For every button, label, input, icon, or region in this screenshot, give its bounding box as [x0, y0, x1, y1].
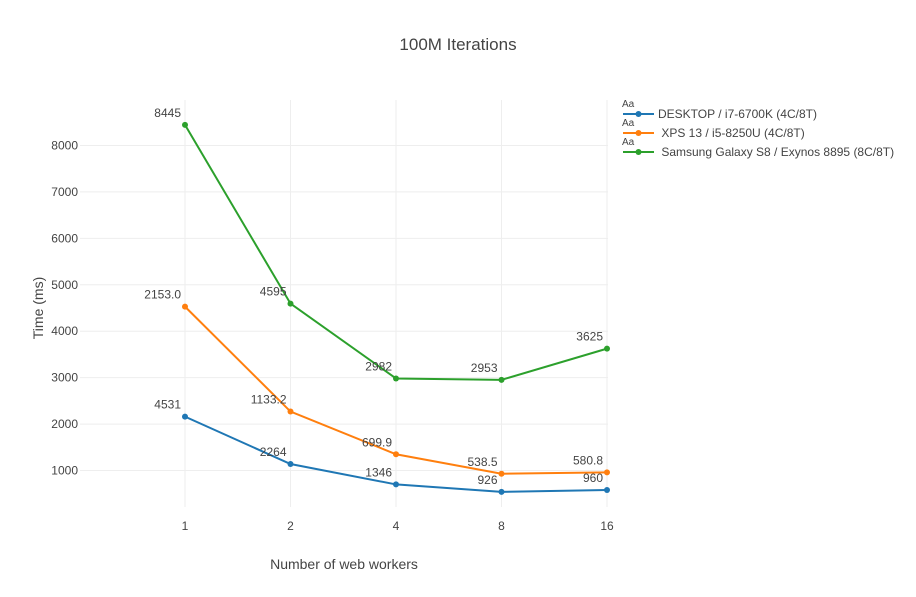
data-point	[393, 481, 399, 488]
data-point	[498, 470, 505, 477]
legend-aa-text: Aa	[622, 137, 635, 148]
series-group	[182, 121, 610, 495]
legend-item[interactable]: Aa Samsung Galaxy S8 / Exynos 8895 (8C/8…	[622, 137, 894, 159]
data-point	[604, 345, 610, 352]
y-tick-label: 4000	[51, 324, 78, 338]
x-tick-label: 2	[287, 519, 294, 533]
chart-title: 100M Iterations	[399, 35, 516, 54]
data-label: 4595	[260, 285, 287, 299]
data-point	[393, 375, 399, 382]
legend-aa-text: Aa	[622, 118, 635, 129]
y-tick-label: 5000	[51, 278, 78, 292]
data-point	[393, 451, 399, 458]
y-axis-title: Time (ms)	[30, 277, 46, 339]
data-point	[604, 469, 610, 476]
data-label: 538.5	[467, 455, 497, 469]
y-tick-label: 2000	[51, 417, 78, 431]
data-label: 2953	[471, 361, 498, 375]
x-tick-label: 4	[393, 519, 400, 533]
legend-marker	[635, 130, 642, 136]
legend-item[interactable]: Aa DESKTOP / i7-6700K (4C/8T)	[622, 99, 817, 121]
y-tick-label: 3000	[51, 371, 78, 385]
legend-label: DESKTOP / i7-6700K (4C/8T)	[658, 107, 817, 121]
data-label: 926	[477, 473, 497, 487]
data-point	[287, 300, 294, 307]
data-point	[498, 488, 505, 495]
data-label: 1133.2	[251, 393, 287, 407]
y-tick-label: 7000	[51, 185, 78, 199]
data-label: 1346	[365, 465, 392, 479]
x-axis-title: Number of web workers	[270, 556, 418, 572]
legend-aa-text: Aa	[622, 99, 635, 110]
legend-label: Samsung Galaxy S8 / Exynos 8895 (8C/8T)	[658, 145, 894, 159]
y-tick-label: 8000	[51, 139, 78, 153]
grid	[80, 100, 608, 507]
data-label: 580.8	[573, 453, 603, 467]
data-label: 2982	[365, 359, 392, 373]
data-label: 2264	[260, 445, 287, 459]
data-point	[182, 303, 188, 310]
data-label: 3625	[576, 330, 603, 344]
y-tick-label: 1000	[51, 464, 78, 478]
data-label: 2153.0	[144, 288, 181, 302]
data-point	[182, 121, 188, 128]
x-tick-label: 1	[182, 519, 189, 533]
legend-label: XPS 13 / i5-8250U (4C/8T)	[658, 126, 805, 140]
legend-marker	[635, 149, 642, 155]
legend-item[interactable]: Aa XPS 13 / i5-8250U (4C/8T)	[622, 118, 805, 140]
x-tick-label: 16	[600, 519, 614, 533]
y-tick-label: 6000	[51, 231, 78, 245]
x-tick-label: 8	[498, 519, 505, 533]
x-axis-ticks: 1 2 4 8 16	[182, 519, 614, 533]
y-axis-ticks: 1000 2000 3000 4000 5000 6000 7000 8000	[51, 139, 78, 478]
data-point	[287, 408, 294, 415]
data-label: 960	[583, 471, 603, 485]
data-point	[182, 413, 188, 420]
data-label: 699.9	[362, 435, 392, 449]
data-point	[604, 487, 610, 493]
data-label: 4531	[154, 398, 181, 412]
legend-marker	[635, 111, 642, 117]
data-point	[287, 461, 294, 467]
data-label: 8445	[154, 106, 181, 120]
data-point	[498, 376, 505, 383]
data-labels: 4531 2264 1346 926 960 2153.0 1133.2 699.9 538.5…	[144, 106, 603, 487]
